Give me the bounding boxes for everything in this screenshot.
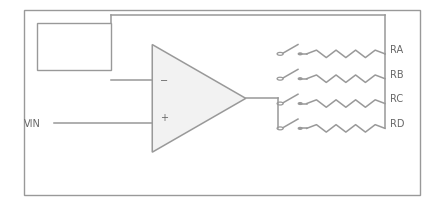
Circle shape: [298, 128, 301, 130]
Text: VIN: VIN: [24, 119, 41, 129]
Circle shape: [298, 103, 301, 105]
Text: RD: RD: [389, 119, 404, 129]
Circle shape: [298, 78, 301, 80]
Text: −: −: [160, 75, 168, 85]
Text: RA: RA: [389, 44, 402, 54]
Bar: [24, 11, 419, 195]
Circle shape: [298, 54, 301, 55]
Text: +: +: [160, 113, 168, 123]
Polygon shape: [152, 45, 245, 152]
Bar: [37, 24, 111, 71]
Text: RC: RC: [389, 94, 402, 104]
Text: RB: RB: [389, 69, 403, 79]
